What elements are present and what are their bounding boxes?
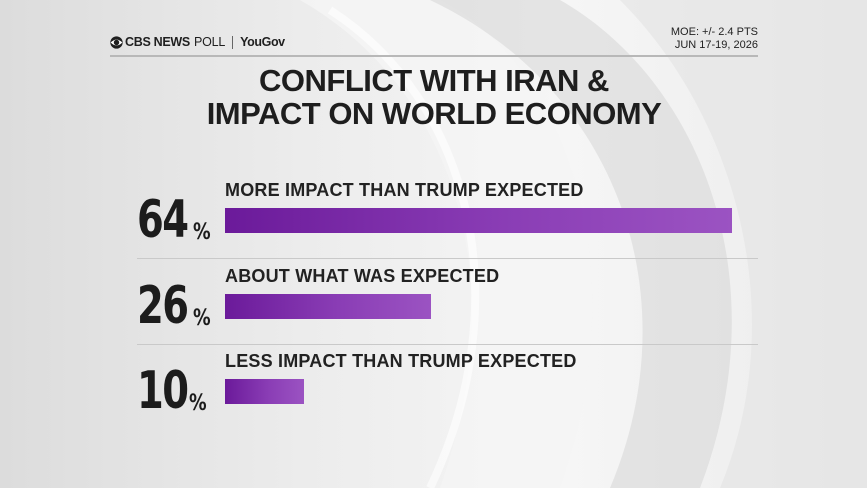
- bar-row: 64 % MORE IMPACT THAN TRUMP EXPECTED: [137, 180, 758, 259]
- margin-of-error: MOE: +/- 2.4 PTS: [670, 26, 758, 38]
- header-rule: [110, 55, 758, 57]
- chart-title: CONFLICT WITH IRAN & IMPACT ON WORLD ECO…: [110, 64, 758, 130]
- row-divider: [137, 258, 758, 259]
- bar-row: 26 % ABOUT WHAT WAS EXPECTED: [137, 266, 758, 345]
- poll-label: POLL: [193, 35, 226, 49]
- chart-title-line-2: IMPACT ON WORLD ECONOMY: [206, 96, 662, 131]
- bar: [225, 379, 304, 404]
- category-label: ABOUT WHAT WAS EXPECTED: [225, 266, 500, 286]
- category-label: LESS IMPACT THAN TRUMP EXPECTED: [225, 351, 577, 371]
- poll-meta: MOE: +/- 2.4 PTS JUN 17-19, 2026: [671, 26, 758, 52]
- percent-sign: %: [193, 306, 211, 331]
- brand-name: CBS NEWS: [125, 35, 190, 49]
- header: CBS NEWS POLL YouGov MOE: +/- 2.4 PTS JU…: [110, 26, 758, 56]
- logo-divider: [232, 35, 234, 49]
- chart-title-line-1: CONFLICT WITH IRAN &: [259, 63, 609, 98]
- value-label: 64 %: [137, 186, 211, 250]
- category-label: MORE IMPACT THAN TRUMP EXPECTED: [225, 180, 584, 200]
- percent-sign: %: [189, 391, 207, 416]
- value-number: 64: [137, 190, 189, 250]
- value-number: 10: [137, 361, 189, 421]
- field-dates: JUN 17-19, 2026: [674, 39, 758, 51]
- percent-sign: %: [193, 220, 211, 245]
- bar: [225, 208, 732, 233]
- value-label: 10 %: [137, 357, 207, 421]
- value-label: 26 %: [137, 272, 211, 336]
- partner-logo: YouGov: [240, 35, 285, 49]
- cbs-eye-icon: [110, 35, 123, 49]
- bar-row: 10 % LESS IMPACT THAN TRUMP EXPECTED: [137, 351, 758, 426]
- cbs-news-poll-logo: CBS NEWS POLL YouGov: [110, 34, 285, 50]
- bar: [225, 294, 431, 319]
- value-number: 26: [137, 276, 189, 336]
- row-divider: [137, 344, 758, 345]
